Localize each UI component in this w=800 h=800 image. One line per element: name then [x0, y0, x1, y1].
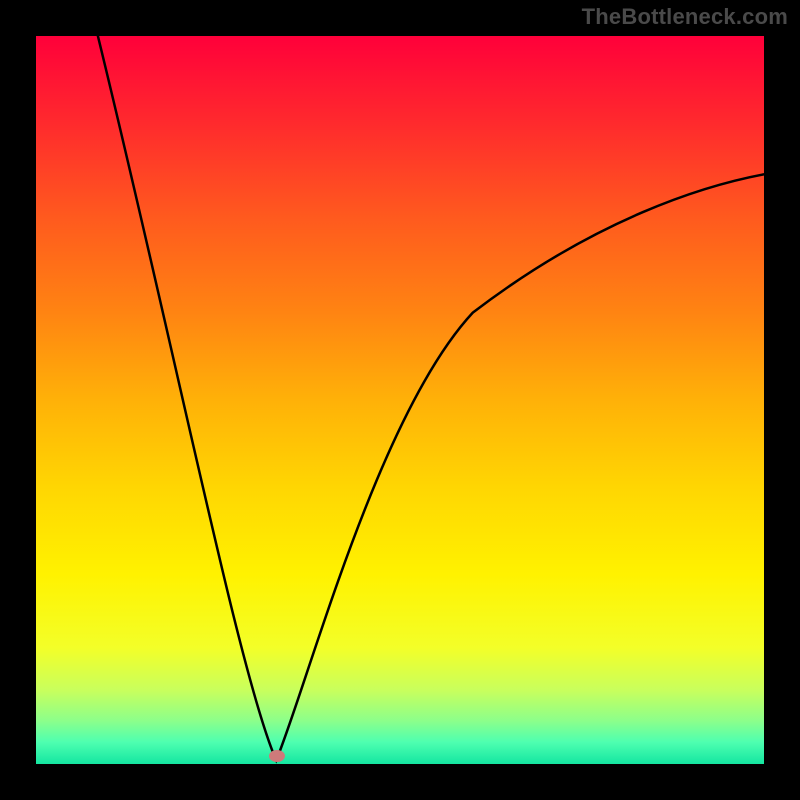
minimum-marker: [269, 750, 285, 762]
watermark-label: TheBottleneck.com: [582, 4, 788, 30]
chart-container: TheBottleneck.com: [0, 0, 800, 800]
plot-area: [36, 36, 764, 764]
bottleneck-chart: [0, 0, 800, 800]
